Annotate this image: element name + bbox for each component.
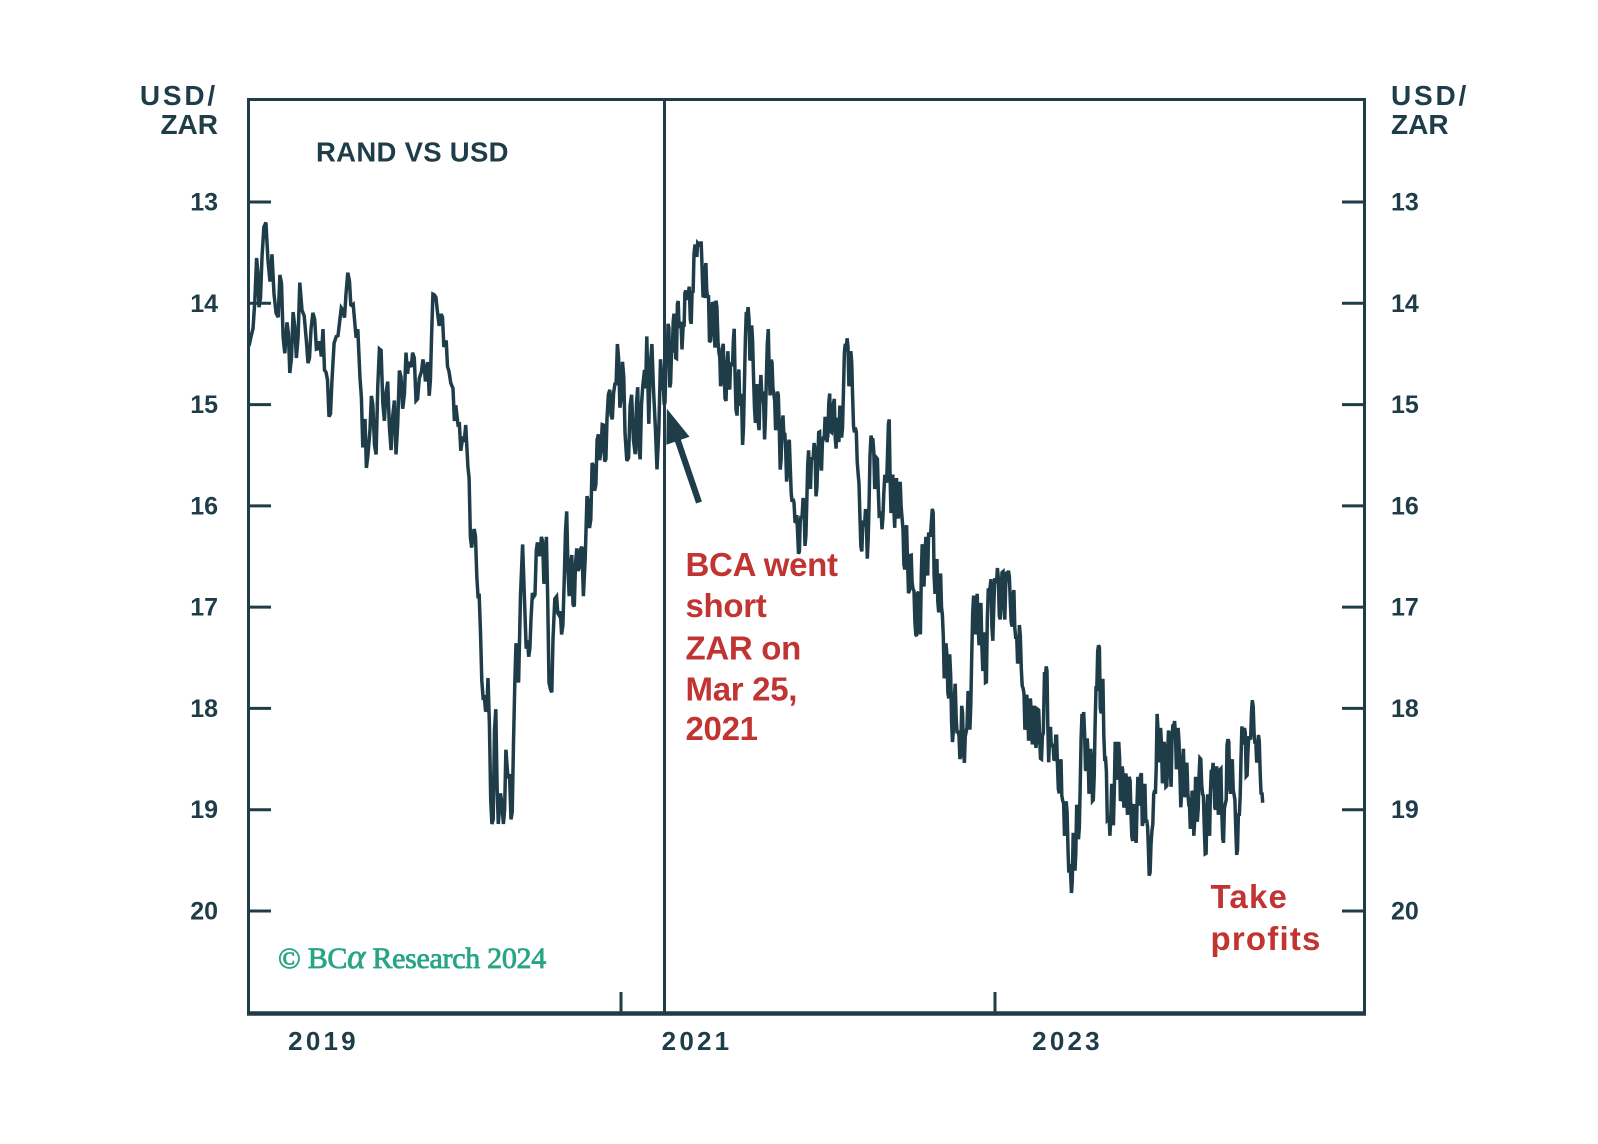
svg-text:13: 13	[190, 189, 218, 217]
svg-text:USD/: USD/	[1391, 80, 1469, 111]
svg-text:Take: Take	[1211, 878, 1289, 915]
svg-text:ZAR: ZAR	[160, 109, 218, 140]
svg-text:BCA went: BCA went	[686, 546, 839, 583]
svg-text:19: 19	[190, 796, 218, 824]
svg-text:profits: profits	[1211, 920, 1322, 957]
svg-text:20: 20	[190, 898, 218, 926]
svg-text:2021: 2021	[686, 710, 758, 747]
svg-text:14: 14	[1391, 290, 1419, 318]
svg-text:18: 18	[1391, 695, 1419, 723]
svg-text:© BCα Research 2024: © BCα Research 2024	[278, 937, 546, 976]
svg-text:16: 16	[1391, 492, 1419, 520]
svg-text:15: 15	[1391, 391, 1419, 419]
svg-text:USD/: USD/	[140, 80, 218, 111]
svg-text:RAND VS USD: RAND VS USD	[316, 137, 509, 168]
svg-text:20: 20	[1391, 898, 1419, 926]
svg-text:ZAR: ZAR	[1391, 109, 1449, 140]
svg-text:Mar 25,: Mar 25,	[686, 671, 798, 708]
svg-text:14: 14	[190, 290, 218, 318]
svg-text:15: 15	[190, 391, 218, 419]
svg-text:16: 16	[190, 492, 218, 520]
svg-text:ZAR on: ZAR on	[686, 629, 802, 666]
svg-text:2019: 2019	[288, 1026, 359, 1056]
svg-text:17: 17	[190, 594, 218, 622]
svg-text:17: 17	[1391, 594, 1419, 622]
svg-text:2021: 2021	[662, 1026, 733, 1056]
svg-text:13: 13	[1391, 189, 1419, 217]
svg-text:2023: 2023	[1032, 1026, 1103, 1056]
svg-text:short: short	[686, 587, 767, 624]
svg-text:18: 18	[190, 695, 218, 723]
svg-text:19: 19	[1391, 796, 1419, 824]
